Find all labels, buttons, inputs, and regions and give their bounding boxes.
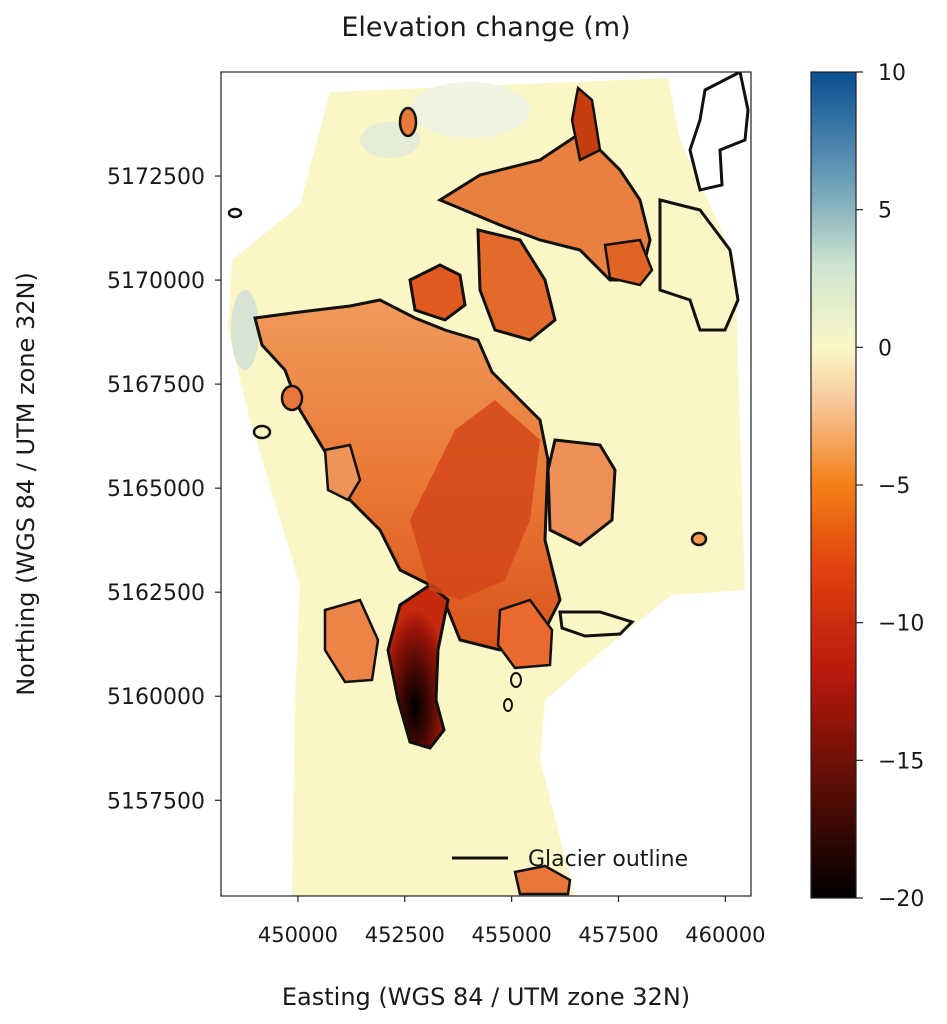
glacier-outline-se xyxy=(558,610,635,638)
colorbar-ticks: 10 5 0 −5 −10 −15 −20 xyxy=(856,61,924,912)
glacier-bottom xyxy=(513,864,572,896)
glacier-tongue xyxy=(386,583,450,750)
glacier-west-small xyxy=(323,443,362,502)
x-axis-ticks: 450000 452500 455000 457500 460000 xyxy=(258,896,765,947)
positive-change-patch xyxy=(231,290,259,370)
colorbar-tick-label: −20 xyxy=(878,887,924,912)
glacier-outline-ne xyxy=(688,72,750,192)
colorbar-bar xyxy=(810,71,857,899)
colorbar: 10 5 0 −5 −10 −15 −20 xyxy=(810,61,924,912)
x-tick-label: 450000 xyxy=(258,923,338,947)
positive-change-patch xyxy=(410,82,530,138)
x-tick-label: 452500 xyxy=(365,923,445,947)
colorbar-tick-label: −5 xyxy=(878,474,910,499)
y-axis-ticks: 5157500 5160000 5162500 5165000 5167500 51700… xyxy=(107,165,221,814)
y-axis-label: Northing (WGS 84 / UTM zone 32N) xyxy=(12,272,40,696)
x-tick-label: 455000 xyxy=(472,923,552,947)
plot-frame xyxy=(220,71,752,897)
y-tick-label: 5165000 xyxy=(107,477,205,502)
glacier-west-arm xyxy=(408,263,467,322)
glacier-east xyxy=(546,438,617,547)
legend-label-glacier-outline: Glacier outline xyxy=(528,847,688,872)
glacier-outline-small xyxy=(252,424,272,440)
colorbar-tick-label: −10 xyxy=(878,612,924,637)
y-tick-label: 5172500 xyxy=(107,165,205,190)
glacier-outline-small xyxy=(280,384,304,412)
glacier-outline-small xyxy=(503,698,513,712)
glacier-trunk xyxy=(410,400,540,600)
chart-title: Elevation change (m) xyxy=(341,12,630,43)
glacier-southwest xyxy=(323,598,380,684)
colorbar-tick-label: 10 xyxy=(878,61,906,86)
y-tick-label: 5160000 xyxy=(107,685,205,710)
map-plot xyxy=(227,72,750,896)
legend: Glacier outline xyxy=(452,847,688,872)
x-axis-label: Easting (WGS 84 / UTM zone 32N) xyxy=(282,983,690,1011)
y-tick-label: 5167500 xyxy=(107,373,205,398)
glacier-outline-small xyxy=(227,207,243,219)
x-tick-label: 457500 xyxy=(578,923,658,947)
glacier-outline-small xyxy=(510,672,522,688)
glacier-outline-e xyxy=(658,198,740,332)
colorbar-tick-label: 0 xyxy=(878,336,892,361)
y-tick-label: 5162500 xyxy=(107,581,205,606)
glacier-east-small xyxy=(603,238,654,287)
y-tick-label: 5157500 xyxy=(107,789,205,814)
glacier-north-peak xyxy=(570,85,602,162)
glacier-outline-small xyxy=(398,106,418,138)
glacier-southeast xyxy=(496,598,554,670)
y-tick-label: 5170000 xyxy=(107,269,205,294)
glacier-north xyxy=(436,127,652,282)
colorbar-tick-label: 5 xyxy=(878,199,892,224)
glacier-central xyxy=(476,228,557,342)
glacier-outline-small xyxy=(690,531,708,547)
x-tick-label: 460000 xyxy=(685,923,765,947)
colorbar-tick-label: −15 xyxy=(878,749,924,774)
